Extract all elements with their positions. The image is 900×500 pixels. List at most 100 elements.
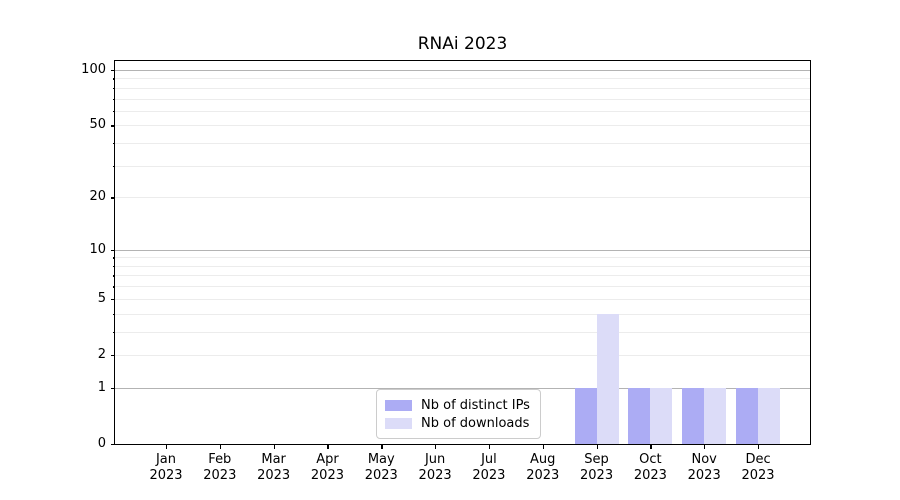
y-axis-minor-tick	[112, 87, 115, 90]
gridline-minor	[115, 78, 810, 80]
y-axis-minor-tick	[112, 313, 115, 315]
y-axis-minor-tick	[112, 275, 115, 277]
x-tick-month: Apr	[316, 452, 339, 467]
x-axis-tick-label: Apr 2023	[299, 452, 355, 484]
x-axis-tick-label: Feb 2023	[192, 452, 248, 484]
x-tick-year: 2023	[149, 468, 183, 483]
x-axis-tick	[435, 445, 437, 449]
x-axis-tick-label: Mar 2023	[246, 452, 302, 484]
y-axis-minor-tick	[112, 331, 115, 333]
y-axis-minor-tick	[112, 165, 115, 167]
chart-title: RNAi 2023	[417, 34, 508, 54]
bar-distinct-ips	[736, 387, 759, 444]
legend-swatch	[385, 417, 412, 429]
y-axis-minor-tick	[112, 98, 115, 100]
x-axis-tick-label: Oct 2023	[622, 452, 678, 484]
y-axis-minor-tick	[112, 143, 115, 145]
x-tick-month: Feb	[208, 452, 232, 467]
x-tick-month: Nov	[691, 452, 717, 467]
x-axis-tick	[596, 445, 598, 449]
x-axis-tick	[327, 445, 329, 449]
y-axis-tick	[111, 298, 115, 301]
x-tick-month: Sep	[584, 452, 609, 467]
x-tick-year: 2023	[526, 468, 560, 483]
legend: Nb of distinct IPs Nb of downloads	[376, 389, 541, 439]
gridline-minor	[115, 143, 810, 145]
x-axis-tick-label: Aug 2023	[515, 452, 571, 484]
gridline-minor	[115, 286, 810, 288]
gridline-minor	[115, 87, 810, 89]
gridline-minor	[115, 110, 810, 112]
gridline-minor	[115, 331, 810, 333]
gridline-major	[115, 387, 810, 389]
x-axis-tick	[488, 445, 491, 449]
x-tick-month: Mar	[261, 452, 286, 467]
x-axis-tick-label: Jun 2023	[407, 452, 463, 484]
x-tick-year: 2023	[741, 468, 775, 483]
y-axis-tick-label: 50	[89, 117, 106, 133]
x-axis-tick-label: Sep 2023	[569, 452, 625, 484]
y-axis-tick	[111, 197, 115, 199]
x-tick-year: 2023	[472, 468, 506, 483]
x-axis-tick-label: Dec 2023	[730, 452, 786, 484]
bar-downloads	[704, 387, 727, 444]
legend-label: Nb of distinct IPs	[421, 397, 530, 413]
x-tick-year: 2023	[633, 468, 667, 483]
x-tick-month: Aug	[530, 452, 556, 467]
gridline-major	[115, 249, 810, 251]
x-tick-year: 2023	[203, 468, 237, 483]
x-axis-tick-label: Jan 2023	[138, 452, 194, 484]
gridline-minor	[115, 265, 810, 267]
y-axis-minor-tick	[112, 257, 115, 259]
x-axis-tick	[381, 445, 383, 449]
gridline-minor	[115, 354, 810, 356]
gridline-minor	[115, 313, 810, 315]
x-tick-year: 2023	[687, 468, 721, 483]
bar-distinct-ips	[628, 387, 651, 444]
y-axis-tick	[111, 444, 115, 446]
y-axis-minor-tick	[112, 265, 115, 268]
y-axis-tick-label: 5	[97, 290, 106, 306]
x-tick-month: May	[367, 452, 395, 467]
x-axis-tick	[219, 445, 222, 449]
bar-distinct-ips	[574, 387, 597, 444]
x-axis-tick-label: Jul 2023	[461, 452, 517, 484]
y-axis-tick-label: 1	[97, 379, 106, 395]
gridline-minor	[115, 257, 810, 259]
y-axis-tick-label: 10	[89, 241, 106, 257]
x-tick-month: Dec	[745, 452, 771, 467]
x-tick-month: Jul	[481, 452, 497, 467]
y-axis-minor-tick	[112, 110, 115, 113]
x-axis-tick-label: Nov 2023	[676, 452, 732, 484]
y-axis-minor-tick	[112, 78, 115, 80]
bar-downloads	[596, 313, 619, 444]
legend-entry: Nb of distinct IPs	[385, 396, 530, 414]
y-axis-tick-label: 2	[97, 346, 106, 362]
gridline-major	[115, 70, 810, 71]
y-axis-tick-label: 0	[97, 436, 106, 451]
x-tick-year: 2023	[257, 468, 291, 483]
bar-distinct-ips	[682, 387, 705, 444]
x-axis-tick	[542, 445, 545, 449]
legend-entry: Nb of downloads	[385, 414, 530, 432]
gridline-minor	[115, 275, 810, 277]
plot-area	[115, 61, 810, 444]
x-tick-month: Jun	[424, 452, 446, 467]
y-axis-tick	[111, 249, 115, 251]
gridline-minor	[115, 298, 810, 300]
legend-label: Nb of downloads	[421, 415, 530, 431]
x-axis-tick	[758, 445, 760, 449]
x-tick-year: 2023	[418, 468, 452, 483]
x-tick-year: 2023	[580, 468, 614, 483]
x-axis-tick	[704, 445, 706, 449]
y-axis-tick	[111, 125, 115, 127]
gridline-minor	[115, 98, 810, 100]
gridline-minor	[115, 165, 810, 167]
legend-swatch	[385, 399, 412, 411]
y-axis-tick-label: 20	[89, 189, 106, 205]
y-axis-tick	[111, 354, 115, 357]
gridline-minor	[115, 197, 810, 199]
x-axis-tick	[650, 445, 652, 449]
y-axis-minor-tick	[112, 286, 115, 288]
